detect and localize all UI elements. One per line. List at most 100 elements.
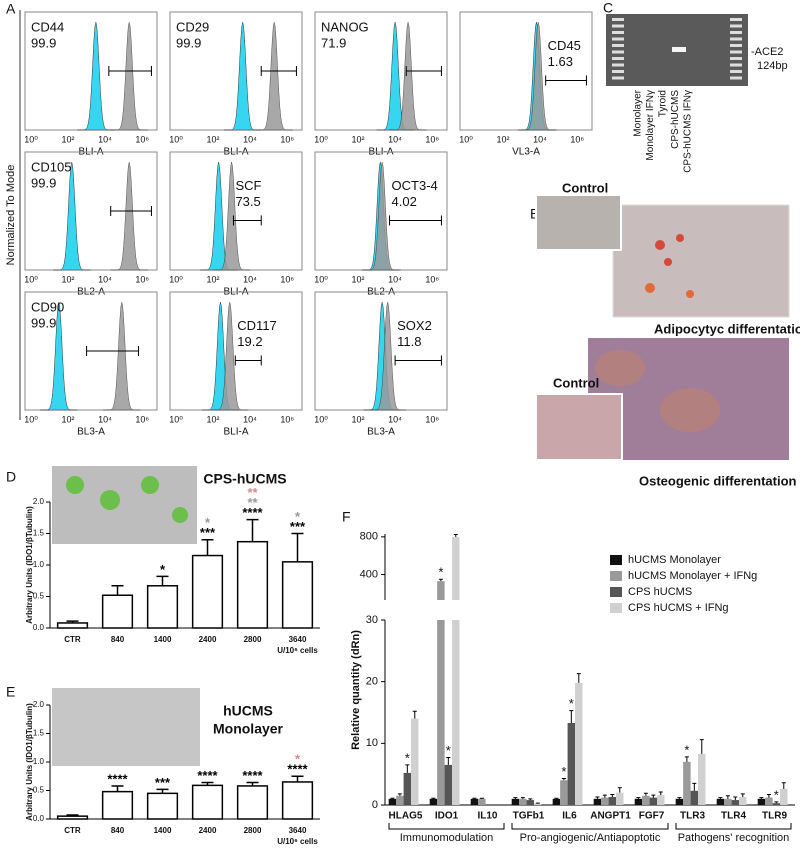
bar xyxy=(552,798,561,805)
x-tick-label: 10⁰ xyxy=(459,134,473,144)
monolayer-image xyxy=(52,688,200,766)
x-tick-label: 10⁶ xyxy=(135,274,149,284)
y-tick-label: 1.0 xyxy=(33,560,45,569)
histogram xyxy=(211,301,249,411)
x-tick-label: 10⁶ xyxy=(135,134,149,144)
control-label: Control xyxy=(553,375,599,390)
x-label: BL3-A xyxy=(77,427,105,438)
x-tick-label: 10⁰ xyxy=(169,414,183,424)
x-label: VL3-A xyxy=(512,147,540,158)
lipid xyxy=(686,290,694,298)
bar xyxy=(634,798,643,805)
legend-swatch xyxy=(610,587,622,597)
error-bar xyxy=(156,788,169,794)
lipid xyxy=(676,234,684,242)
y-tick-label: 2.0 xyxy=(33,700,45,709)
bar xyxy=(675,798,684,805)
chart-title: hUCMS xyxy=(223,703,273,719)
lane-label: CPS-hUCMS xyxy=(670,90,681,149)
error-bar xyxy=(513,797,518,799)
x-tick-label: 3640 xyxy=(289,826,307,835)
bar xyxy=(56,815,89,820)
significance: * xyxy=(561,764,566,779)
marker: CD44 xyxy=(31,19,64,34)
histogram xyxy=(389,21,427,131)
lane-label: Monolayer xyxy=(633,89,644,136)
lane-label: CPS-hUCMS IFNγ xyxy=(683,90,694,173)
error-bar xyxy=(636,797,641,799)
histogram xyxy=(77,21,115,131)
marker: CD45 xyxy=(548,38,581,53)
x-tick-label: 10² xyxy=(207,134,220,144)
bar xyxy=(388,798,397,805)
adipo-control-image xyxy=(535,194,622,251)
bar xyxy=(429,798,438,805)
error-bar xyxy=(66,620,79,623)
histogram xyxy=(255,21,293,131)
bar xyxy=(519,798,527,805)
bar xyxy=(757,798,766,805)
error-bar xyxy=(405,764,410,773)
marker: CD117 xyxy=(237,318,277,333)
error-bar xyxy=(528,798,533,801)
x-tick-label: 10² xyxy=(62,414,75,424)
x-tick-label: 10⁶ xyxy=(135,414,149,424)
x-tick-label: 10⁰ xyxy=(24,414,38,424)
bar xyxy=(236,785,269,820)
histogram xyxy=(103,301,141,411)
bar xyxy=(526,800,535,805)
significance: **** xyxy=(242,505,263,520)
bar xyxy=(642,795,650,805)
bar xyxy=(649,797,658,805)
x-tick-label: 1400 xyxy=(154,826,172,835)
ladder-band xyxy=(730,57,742,60)
ladder-band xyxy=(612,63,624,67)
x-tick-label: 2400 xyxy=(199,826,217,835)
x-tick-label: TLR3 xyxy=(680,811,705,822)
ladder-band xyxy=(612,24,624,28)
x-tick-label: 10⁴ xyxy=(388,414,402,424)
significance: **** xyxy=(242,768,263,783)
marker-value: 73.5 xyxy=(235,194,260,209)
error-bar xyxy=(733,796,738,801)
error-bar xyxy=(643,792,648,796)
y-label: Relative quantity (dRn) xyxy=(350,630,362,750)
x-label: BLI-A xyxy=(223,427,248,438)
bar xyxy=(534,803,542,805)
significance: *** xyxy=(200,525,216,540)
y-tick-label: 0.5 xyxy=(33,592,45,601)
x-tick-label: 10⁶ xyxy=(425,134,439,144)
x-label: BL3-A xyxy=(367,427,395,438)
x-tick-label: 10⁰ xyxy=(169,134,183,144)
error-bar xyxy=(446,757,451,765)
lane-label: Monolayer IFNγ xyxy=(645,90,656,161)
chart-title: CPS-hUCMS xyxy=(203,471,286,487)
stain xyxy=(660,388,720,432)
error-bar xyxy=(535,802,540,804)
group-label: Pathogens' recognition xyxy=(678,832,790,844)
panel-label: C xyxy=(603,0,613,16)
marker-value: 1.63 xyxy=(548,54,573,69)
significance: ** xyxy=(247,495,258,510)
bar xyxy=(444,764,453,805)
bar xyxy=(437,620,445,805)
bar xyxy=(724,798,732,805)
x-tick-label: TLR9 xyxy=(762,811,787,822)
significance: * xyxy=(774,787,779,802)
y-tick-label: 400 xyxy=(360,568,378,580)
marker: SOX2 xyxy=(397,318,432,333)
band-label: -ACE2 xyxy=(751,46,783,58)
histogram xyxy=(110,161,148,271)
error-bar xyxy=(479,797,484,799)
legend-label: hUCMS Monolayer xyxy=(628,554,721,566)
error-bar xyxy=(246,518,259,542)
x-tick-label: 10⁶ xyxy=(425,414,439,424)
error-bar xyxy=(617,787,622,793)
error-bar xyxy=(718,797,723,799)
capsule xyxy=(141,476,159,494)
bar xyxy=(403,772,412,805)
x-tick-label: 2800 xyxy=(244,635,262,644)
ladder-band xyxy=(612,50,624,54)
bar xyxy=(56,622,89,629)
bar xyxy=(608,796,617,805)
